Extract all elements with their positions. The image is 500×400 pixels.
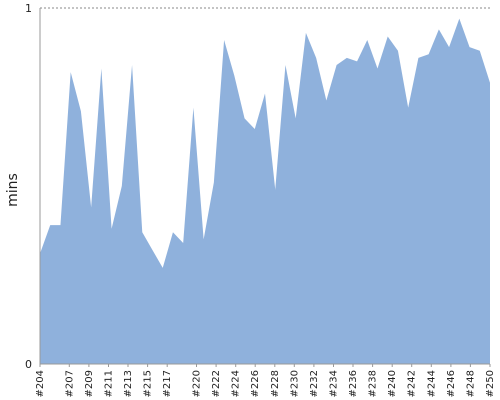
x-tick-label: #215 [143, 370, 154, 397]
x-tick-label: #248 [465, 370, 476, 397]
x-tick-label: #250 [485, 370, 496, 397]
x-tick-labels: #204 #207 #209 #211 #213 #215 #217 #220 #222 #224… [35, 364, 496, 397]
x-tick-label: #220 [192, 370, 203, 397]
y-axis-label-wrap: mins [2, 170, 24, 210]
y-axis-label: mins [4, 173, 21, 207]
x-tick-label: #230 [289, 370, 300, 397]
x-tick-label: #207 [64, 370, 75, 397]
area-series [40, 18, 490, 365]
x-tick-label: #226 [250, 370, 261, 397]
x-tick-label: #228 [270, 370, 281, 397]
y-tick-label-max: 1 [25, 2, 32, 15]
x-tick-label: #222 [211, 370, 222, 397]
x-tick-label: #234 [329, 370, 340, 397]
x-tick-label: #232 [309, 370, 320, 397]
x-tick-label: #238 [368, 370, 379, 397]
y-tick-label-min: 0 [25, 358, 32, 371]
x-tick-label: #244 [426, 370, 437, 397]
x-tick-label: #211 [104, 370, 115, 397]
x-tick-label: #209 [84, 370, 95, 397]
x-tick-label: #242 [407, 370, 418, 397]
x-tick-label: #213 [123, 370, 134, 397]
x-tick-label: #204 [35, 370, 46, 397]
x-tick-label: #236 [348, 370, 359, 397]
x-tick-label: #217 [162, 370, 173, 397]
x-tick-label: #224 [231, 370, 242, 397]
x-tick-label: #240 [387, 370, 398, 397]
x-tick-label: #246 [446, 370, 457, 397]
